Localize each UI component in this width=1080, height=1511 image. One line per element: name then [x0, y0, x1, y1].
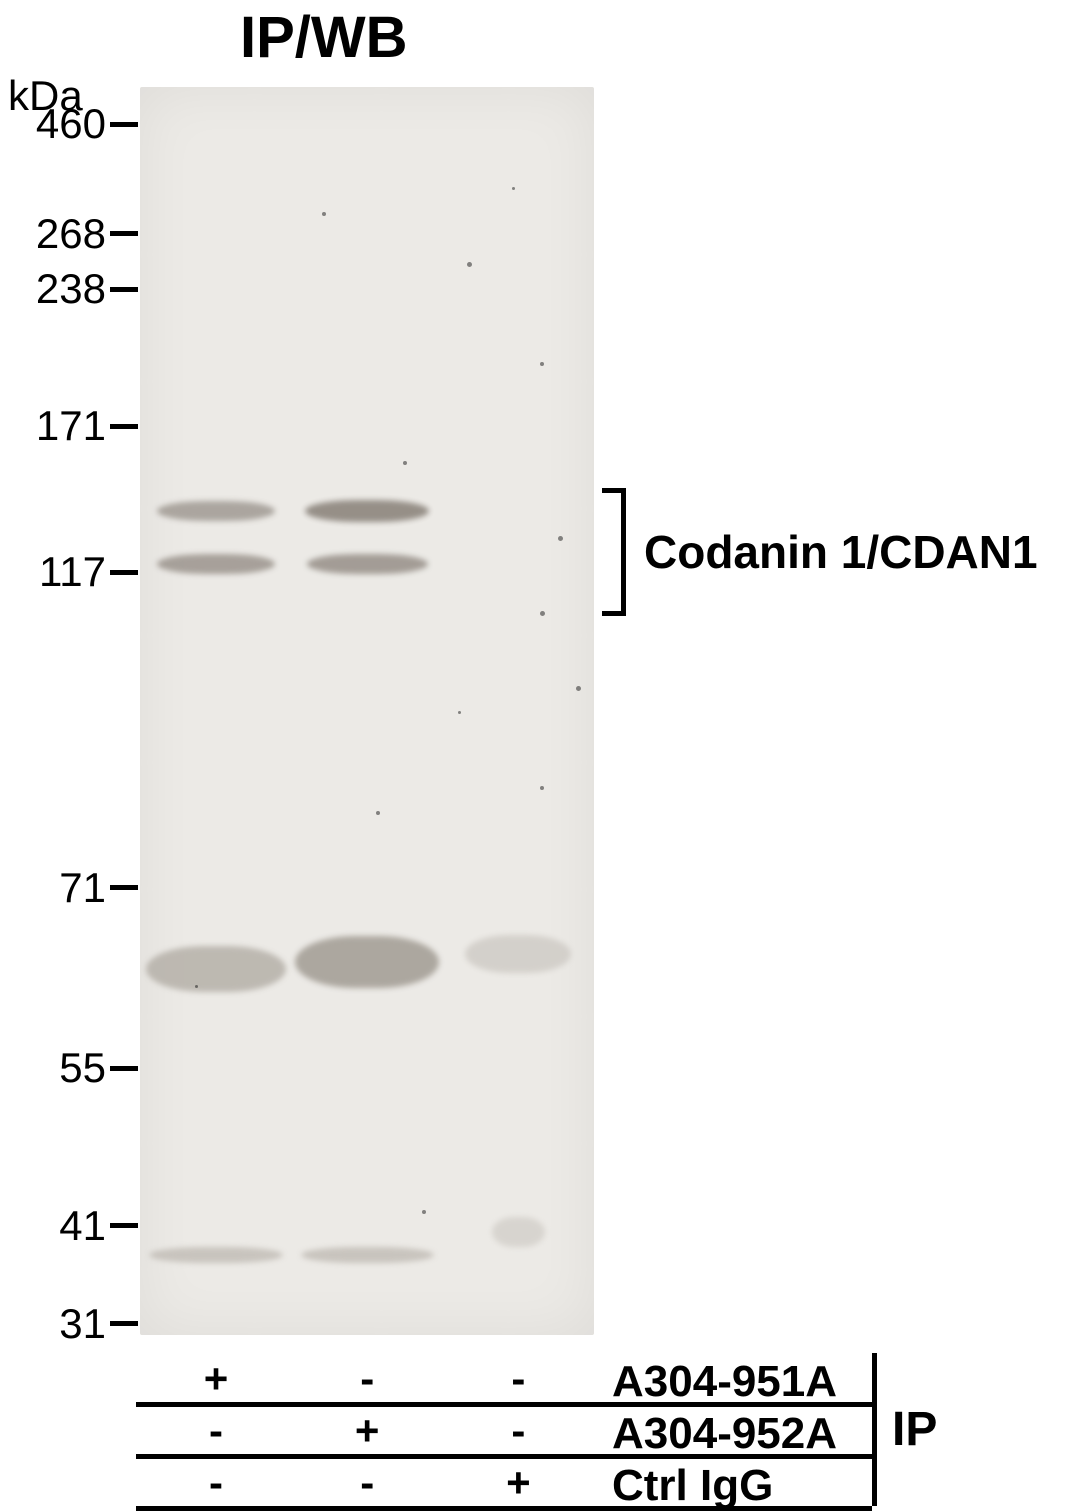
blot-band — [301, 1247, 434, 1263]
mw-marker-dash — [110, 570, 138, 575]
blot-band — [146, 946, 285, 992]
table-hline — [136, 1506, 872, 1511]
mw-marker-label: 71 — [59, 864, 106, 912]
noise-dot — [322, 212, 326, 216]
noise-dot — [576, 686, 581, 691]
antibody-row-label: A304-952A — [612, 1409, 837, 1459]
target-bracket — [602, 488, 626, 616]
western-blot-figure: IP/WB kDa 46026823817111771554131 Codani… — [0, 0, 1080, 1503]
mw-marker-dash — [110, 1066, 138, 1071]
mw-marker: 55 — [8, 1044, 138, 1092]
mw-marker: 268 — [8, 210, 138, 258]
blot-band — [295, 936, 439, 988]
noise-dot — [512, 187, 515, 190]
mw-marker-label: 460 — [36, 100, 106, 148]
antibody-cell: - — [292, 1353, 443, 1405]
noise-dot — [458, 711, 461, 714]
antibody-cell: + — [140, 1353, 291, 1405]
mw-marker-label: 117 — [39, 548, 106, 596]
mw-marker-label: 238 — [36, 265, 106, 313]
antibody-cell: + — [443, 1457, 594, 1509]
noise-dot — [422, 1210, 426, 1214]
antibody-cell: - — [443, 1405, 594, 1457]
mw-marker-dash — [110, 1321, 138, 1326]
mw-marker: 171 — [8, 402, 138, 450]
blot-membrane — [140, 87, 594, 1334]
antibody-cell: - — [140, 1405, 291, 1457]
mw-marker-label: 41 — [59, 1202, 106, 1250]
blot-band — [492, 1217, 545, 1247]
mw-marker-dash — [110, 885, 138, 890]
target-protein-label: Codanin 1/CDAN1 — [644, 525, 1038, 579]
noise-dot — [540, 611, 545, 616]
noise-dot — [403, 461, 407, 465]
table-vline — [872, 1353, 877, 1506]
antibody-cell: - — [292, 1457, 443, 1509]
mw-marker-label: 171 — [36, 402, 106, 450]
blot-band — [305, 500, 429, 522]
blot-band — [149, 1247, 282, 1263]
mw-marker: 460 — [8, 100, 138, 148]
mw-marker-dash — [110, 287, 138, 292]
blot-band — [157, 554, 275, 574]
antibody-cell: - — [140, 1457, 291, 1509]
mw-marker-label: 55 — [59, 1044, 106, 1092]
blot-band — [465, 935, 571, 973]
mw-marker: 71 — [8, 864, 138, 912]
antibody-cell: - — [443, 1353, 594, 1405]
noise-dot — [540, 786, 544, 790]
mw-marker-label: 31 — [59, 1300, 106, 1348]
mw-marker: 41 — [8, 1202, 138, 1250]
antibody-cell: + — [292, 1405, 443, 1457]
noise-dot — [540, 362, 544, 366]
mw-marker-label: 268 — [36, 210, 106, 258]
mw-marker: 117 — [8, 548, 138, 596]
mw-marker: 31 — [8, 1300, 138, 1348]
mw-marker-dash — [110, 122, 138, 127]
ip-group-label: IP — [892, 1402, 937, 1457]
antibody-row-label: Ctrl IgG — [612, 1461, 773, 1511]
noise-dot — [558, 536, 563, 541]
mw-marker-dash — [110, 1223, 138, 1228]
mw-marker: 238 — [8, 265, 138, 313]
antibody-table: +--A304-951A-+-A304-952A--+Ctrl IgGIP — [0, 1353, 1080, 1509]
figure-title: IP/WB — [240, 4, 408, 71]
noise-dot — [376, 811, 380, 815]
mw-marker-dash — [110, 231, 138, 236]
blot-band — [157, 501, 275, 521]
blot-band — [307, 554, 428, 574]
noise-dot — [467, 262, 472, 267]
antibody-row-label: A304-951A — [612, 1357, 837, 1407]
mw-marker-dash — [110, 424, 138, 429]
